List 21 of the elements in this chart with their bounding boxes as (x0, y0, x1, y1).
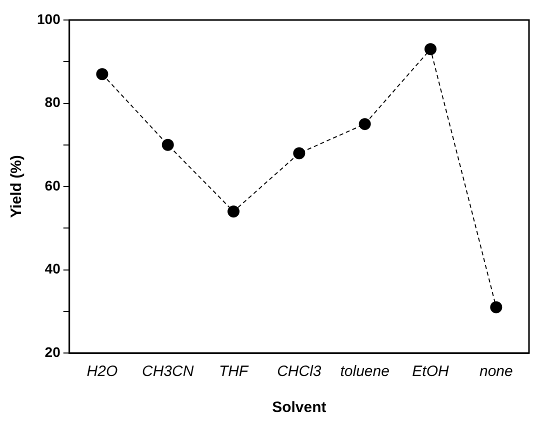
y-tick-label: 60 (44, 177, 61, 194)
x-axis-title: Solvent (272, 399, 326, 416)
x-tick-label: CH3CN (142, 363, 194, 380)
point (162, 138, 174, 151)
y-tick-label: 80 (44, 94, 61, 110)
point (424, 43, 437, 56)
point (96, 68, 108, 80)
point (490, 301, 502, 314)
x-tick-label: none (479, 363, 513, 380)
point (293, 147, 306, 160)
y-tick-label: 20 (44, 344, 61, 360)
x-tick-label: EtOH (412, 363, 449, 380)
x-tick-label: H2O (86, 363, 118, 380)
x-tick-label: THF (218, 363, 249, 380)
y-tick-label: 100 (37, 10, 61, 27)
x-tick-label: CHCl3 (277, 363, 322, 380)
y-tick-label: 40 (44, 260, 61, 277)
point (358, 118, 371, 130)
y-axis-title: Yield (%) (8, 155, 26, 218)
x-tick-label: toluene (340, 363, 390, 380)
point (228, 205, 240, 218)
